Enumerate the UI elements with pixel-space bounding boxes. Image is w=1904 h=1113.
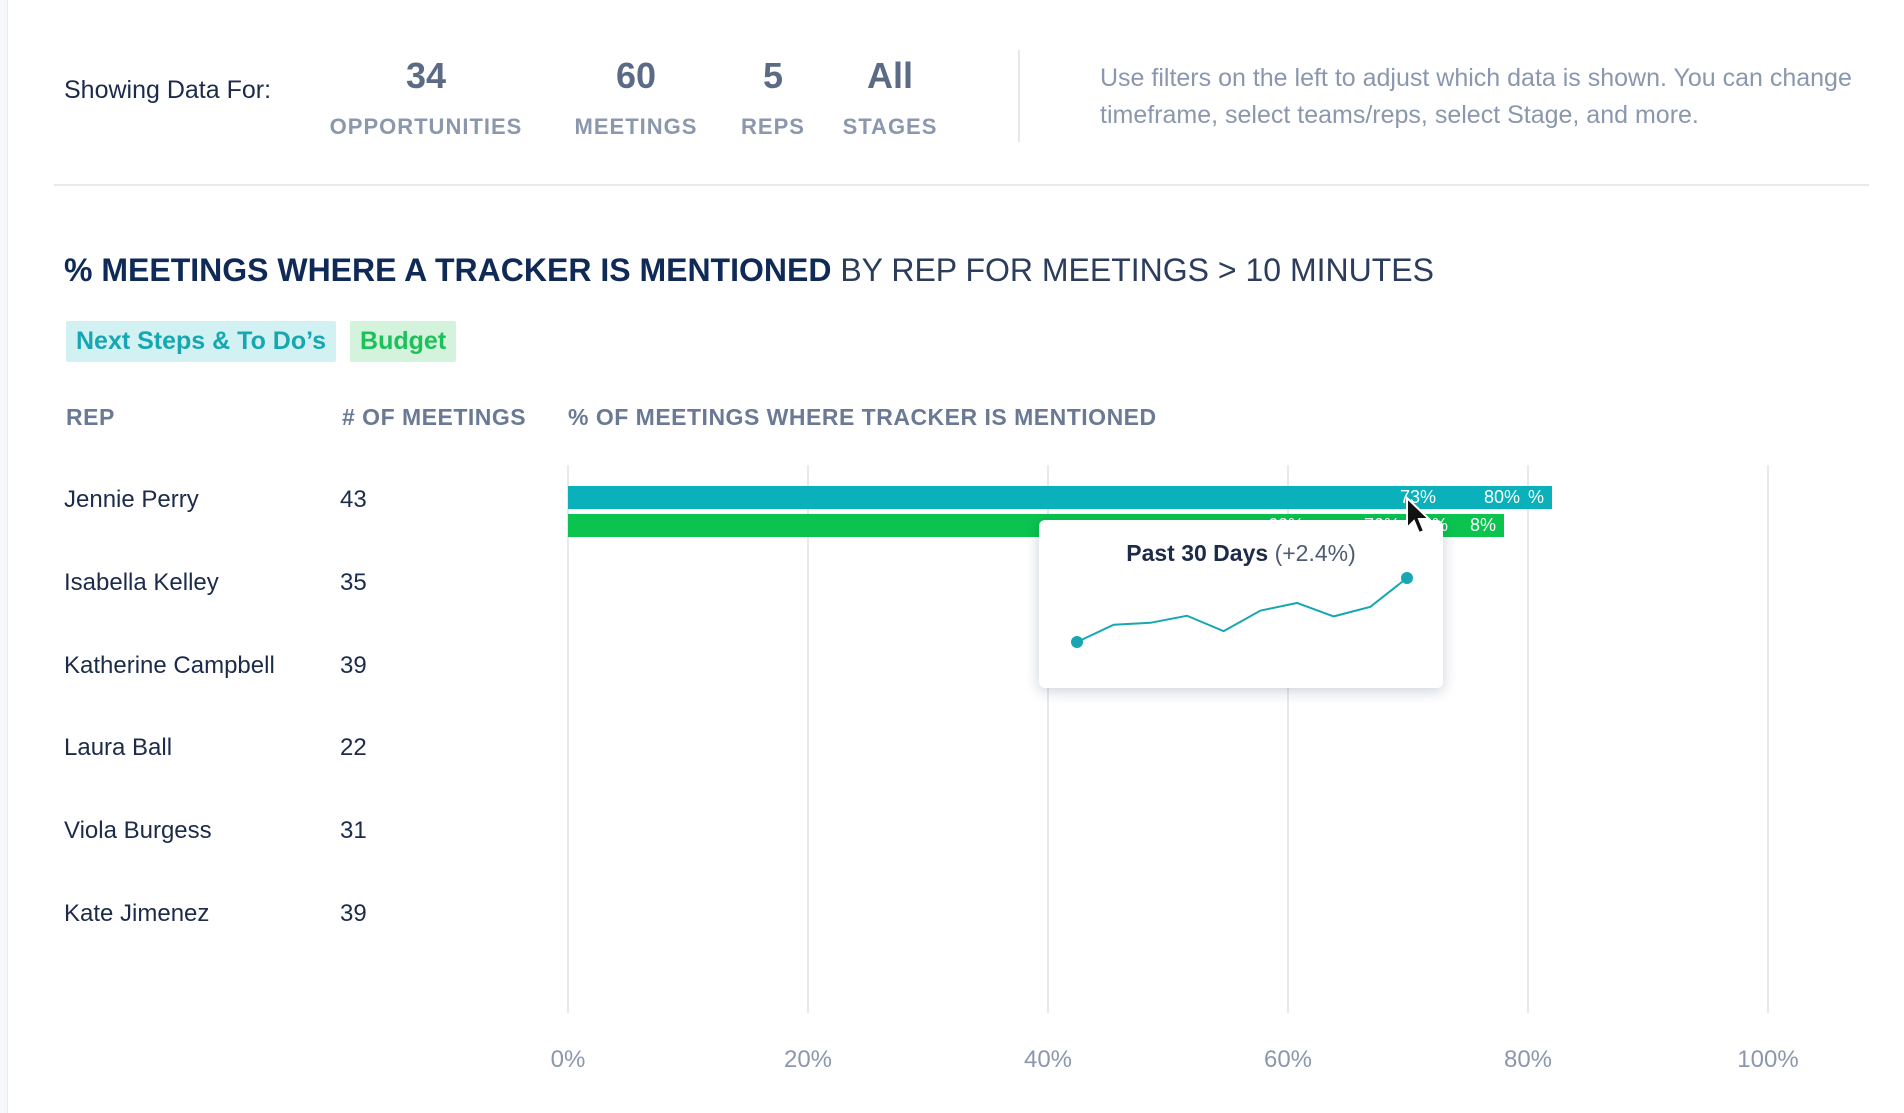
report-title-main: % MEETINGS WHERE A TRACKER IS MENTIONED — [64, 252, 832, 288]
data-summary: Showing Data For: 34 OPPORTUNITIES 60 ME… — [0, 0, 1904, 185]
stat-value: 34 — [405, 55, 447, 96]
column-header-meetings[interactable]: # OF MEETINGS — [342, 404, 527, 430]
stat-stages: All STAGES — [836, 52, 944, 140]
sparkline-end-point — [1401, 572, 1413, 584]
stat-label: MEETINGS — [574, 114, 698, 139]
tooltip-delta: (+2.4%) — [1274, 540, 1356, 566]
legend-next-steps[interactable]: Next Steps & To Do’s — [66, 321, 337, 362]
stat-reps: 5 REPS — [733, 52, 813, 140]
left-panel-edge — [0, 0, 8, 1113]
trend-tooltip: Past 30 Days (+2.4%) — [1039, 520, 1443, 688]
tooltip-title: Past 30 Days (+2.4%) — [1039, 540, 1443, 567]
x-tick-label: 80% — [1504, 1046, 1552, 1073]
rep-name[interactable]: Katherine Campbell — [64, 652, 275, 679]
bar-value-label: 80% — [1484, 487, 1520, 507]
column-header-percent: % OF MEETINGS WHERE TRACKER IS MENTIONED — [568, 404, 1157, 430]
rep-meeting-count: 39 — [340, 900, 367, 927]
column-header-rep[interactable]: REP — [66, 404, 115, 430]
tooltip-period: Past 30 Days — [1126, 540, 1269, 566]
rep-name[interactable]: Laura Ball — [64, 734, 173, 761]
bar-value-label: 8% — [1470, 515, 1496, 535]
rep-name[interactable]: Isabella Kelley — [64, 569, 219, 596]
rep-name[interactable]: Jennie Perry — [64, 486, 199, 513]
x-tick-label: 40% — [1024, 1046, 1072, 1073]
filter-help-text: Use filters on the left to adjust which … — [1100, 64, 1852, 129]
section-divider — [54, 184, 1869, 186]
rep-meeting-count: 22 — [340, 734, 367, 761]
stat-label: REPS — [741, 114, 805, 139]
stat-label: OPPORTUNITIES — [329, 114, 523, 139]
tracker-legend: Next Steps & To Do’s Budget — [66, 321, 457, 362]
stat-opportunities: 34 OPPORTUNITIES — [320, 52, 532, 140]
stat-label: STAGES — [842, 114, 938, 139]
stat-value: 5 — [762, 55, 784, 96]
stat-value: All — [866, 55, 913, 96]
stat-meetings: 60 MEETINGS — [566, 52, 706, 140]
report-title-qualifier: BY REP FOR MEETINGS > 10 MINUTES — [840, 252, 1434, 288]
sparkline-start-point — [1071, 636, 1083, 648]
x-tick-label: 100% — [1737, 1046, 1798, 1073]
stat-value: 60 — [615, 55, 657, 96]
legend-budget[interactable]: Budget — [350, 321, 457, 362]
x-tick-label: 60% — [1264, 1046, 1312, 1073]
rep-name[interactable]: Kate Jimenez — [64, 900, 210, 927]
rep-meeting-count: 31 — [340, 817, 367, 844]
rep-meeting-count: 35 — [340, 569, 367, 596]
x-tick-label: 0% — [551, 1046, 586, 1073]
rep-meeting-count: 39 — [340, 652, 367, 679]
summary-divider — [1018, 50, 1020, 142]
rep-name[interactable]: Viola Burgess — [64, 817, 212, 844]
sparkline-path — [1076, 577, 1408, 643]
mouse-pointer-icon — [1406, 496, 1431, 535]
trend-sparkline — [1071, 572, 1413, 648]
bar-next-steps — [568, 486, 1444, 509]
report-title: % MEETINGS WHERE A TRACKER IS MENTIONED … — [64, 252, 1434, 289]
showing-data-label: Showing Data For: — [64, 76, 272, 104]
rep-meeting-count: 43 — [340, 486, 367, 513]
x-tick-label: 20% — [784, 1046, 832, 1073]
